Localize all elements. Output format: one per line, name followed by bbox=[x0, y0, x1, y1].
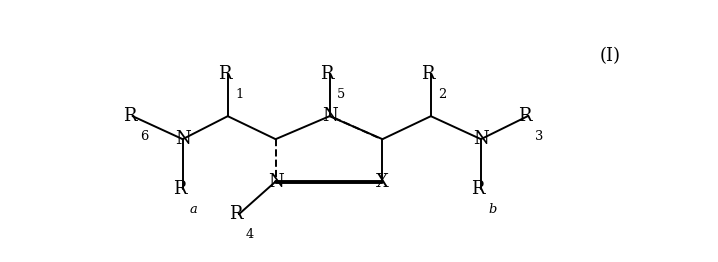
Text: N: N bbox=[322, 107, 337, 125]
Text: 2: 2 bbox=[438, 88, 447, 101]
Text: N: N bbox=[473, 130, 489, 148]
Text: N: N bbox=[174, 130, 190, 148]
Text: R: R bbox=[218, 65, 232, 83]
Text: b: b bbox=[488, 203, 497, 216]
Text: R: R bbox=[472, 180, 485, 198]
Text: 5: 5 bbox=[337, 88, 345, 101]
Text: R: R bbox=[229, 205, 243, 223]
Text: R: R bbox=[123, 107, 136, 125]
Text: R: R bbox=[320, 65, 334, 83]
Text: (I): (I) bbox=[600, 47, 620, 65]
Text: R: R bbox=[421, 65, 435, 83]
Text: 6: 6 bbox=[140, 130, 148, 143]
Text: 4: 4 bbox=[246, 228, 254, 241]
Text: 1: 1 bbox=[235, 88, 243, 101]
Text: a: a bbox=[190, 203, 197, 216]
Text: R: R bbox=[173, 180, 187, 198]
Text: R: R bbox=[518, 107, 531, 125]
Text: 3: 3 bbox=[535, 130, 544, 143]
Text: N: N bbox=[268, 173, 284, 190]
Text: X: X bbox=[376, 173, 389, 190]
